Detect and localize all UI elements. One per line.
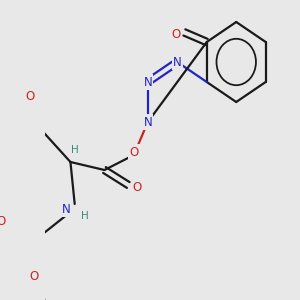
Text: N: N — [143, 76, 152, 88]
Text: N: N — [62, 202, 70, 215]
Text: H: H — [81, 211, 89, 221]
Text: H: H — [71, 145, 79, 155]
Text: O: O — [130, 146, 139, 158]
Text: O: O — [0, 214, 5, 227]
Text: O: O — [171, 28, 181, 41]
Text: O: O — [132, 181, 141, 194]
Text: O: O — [26, 89, 35, 103]
Text: N: N — [173, 56, 182, 68]
Text: N: N — [143, 116, 152, 128]
Text: O: O — [29, 271, 38, 284]
